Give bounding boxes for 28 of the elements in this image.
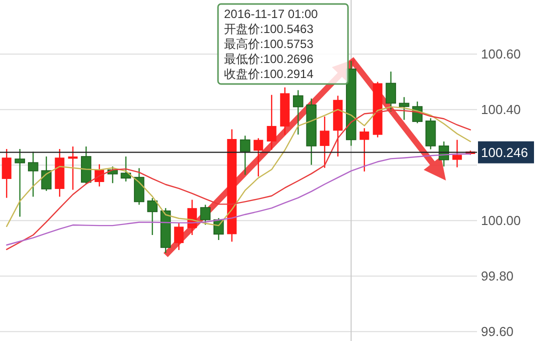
y-tick-label: 99.80	[481, 268, 514, 284]
candlestick	[254, 138, 264, 178]
candlestick	[266, 94, 276, 150]
y-tick-label: 100.60	[481, 46, 521, 62]
candlestick	[200, 204, 211, 226]
candlestick	[120, 156, 132, 182]
candlestick	[240, 135, 250, 176]
annotation: 收盘价:100.2914	[224, 67, 314, 81]
y-tick-label: 100.00	[481, 213, 521, 228]
candlestick	[174, 222, 184, 251]
candlestick	[360, 128, 370, 172]
candlestick	[41, 156, 52, 192]
annotation: 最高价:100.5753	[224, 37, 314, 51]
candlestick	[28, 151, 38, 198]
candlestick	[452, 139, 462, 168]
candlestick	[147, 198, 158, 236]
annotation: 最低价:100.2696	[224, 52, 314, 66]
candlestick	[2, 148, 12, 198]
ref-line-label: 100.246	[481, 144, 528, 160]
y-tick-label: 99.60	[481, 324, 514, 340]
annotation: 2016-11-17 01:00	[224, 7, 318, 21]
candlestick	[14, 148, 26, 218]
candlestick	[398, 96, 410, 120]
candlestick	[292, 90, 304, 136]
y-tick-label: 100.40	[481, 102, 521, 118]
candlestick	[386, 70, 396, 112]
annotation: 开盘价:100.5463	[224, 22, 314, 36]
candlestick	[320, 116, 330, 168]
